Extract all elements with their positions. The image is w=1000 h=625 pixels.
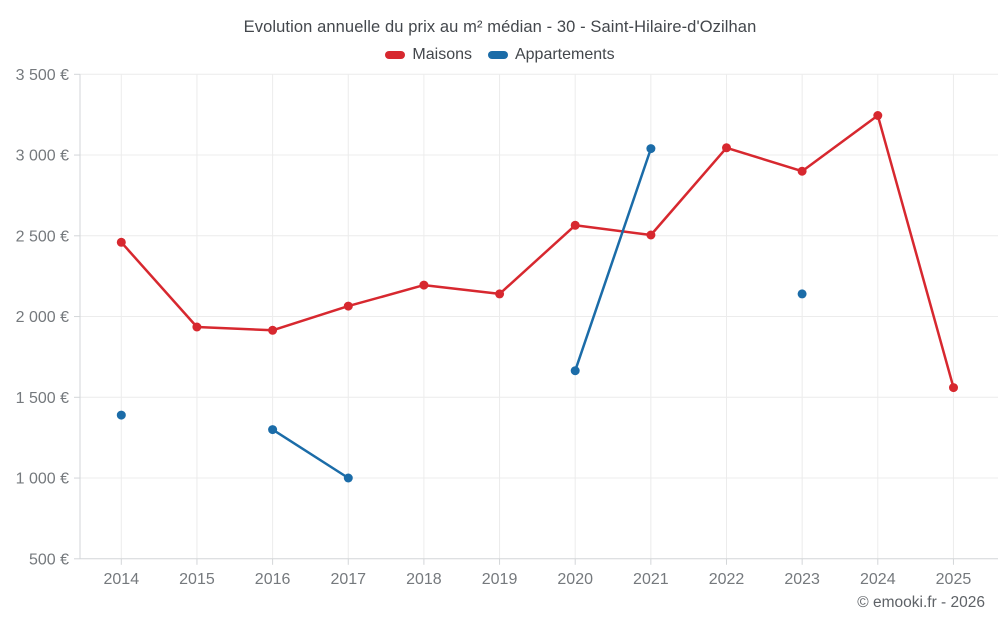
legend-label-appartements: Appartements	[514, 46, 615, 63]
series-line-appartements	[273, 149, 803, 478]
y-tick-label: 3 000 €	[16, 148, 69, 165]
data-point-maisons-2021[interactable]	[646, 230, 656, 240]
data-point-maisons-2015[interactable]	[192, 322, 202, 332]
chart-title: Evolution annuelle du prix au m² médian …	[243, 18, 757, 36]
y-tick-label: 1 500 €	[16, 390, 69, 407]
data-point-maisons-2024[interactable]	[873, 111, 883, 120]
x-tick-label: 2023	[784, 571, 820, 588]
data-point-maisons-2014[interactable]	[116, 237, 126, 247]
x-tick-label: 2020	[557, 571, 593, 588]
data-point-maisons-2022[interactable]	[722, 143, 731, 153]
data-point-appartements-2016[interactable]	[268, 425, 278, 435]
x-tick-label: 2018	[406, 571, 442, 588]
x-tick-label: 2015	[179, 571, 215, 588]
data-point-appartements-2014[interactable]	[116, 410, 126, 420]
legend-item-maisons[interactable]: Maisons	[385, 46, 472, 64]
data-point-maisons-2019[interactable]	[495, 289, 505, 299]
y-tick-label: 2 500 €	[16, 228, 69, 245]
data-point-appartements-2023[interactable]	[797, 289, 807, 299]
data-point-maisons-2025[interactable]	[949, 383, 958, 393]
x-tick-label: 2021	[633, 571, 669, 588]
legend: Maisons Appartements	[0, 46, 1000, 64]
x-tick-label: 2016	[255, 571, 291, 588]
legend-swatch-maisons	[385, 51, 406, 59]
x-tick-label: 2019	[482, 571, 518, 588]
x-tick-label: 2024	[860, 571, 896, 588]
x-tick-label: 2022	[709, 571, 745, 588]
legend-label-maisons: Maisons	[412, 46, 472, 63]
data-point-appartements-2017[interactable]	[343, 473, 353, 483]
y-tick-label: 2 000 €	[16, 309, 69, 326]
x-tick-label: 2017	[330, 571, 366, 588]
legend-swatch-appartements	[487, 51, 508, 59]
y-tick-label: 500 €	[29, 551, 69, 568]
attribution: © emooki.fr - 2026	[857, 594, 985, 611]
series-line-maisons	[120, 114, 955, 389]
data-point-maisons-2020[interactable]	[570, 220, 580, 230]
y-tick-label: 1 000 €	[16, 471, 69, 488]
data-point-maisons-2018[interactable]	[419, 280, 429, 290]
x-tick-label: 2014	[104, 571, 140, 588]
y-tick-label: 3 500 €	[16, 67, 69, 84]
data-point-maisons-2016[interactable]	[268, 325, 278, 335]
data-point-maisons-2017[interactable]	[343, 301, 353, 311]
legend-item-appartements[interactable]: Appartements	[487, 46, 615, 64]
data-point-maisons-2023[interactable]	[797, 166, 807, 176]
x-tick-label: 2025	[936, 571, 972, 588]
data-point-appartements-2020[interactable]	[570, 366, 580, 376]
data-point-appartements-2021[interactable]	[646, 144, 656, 154]
